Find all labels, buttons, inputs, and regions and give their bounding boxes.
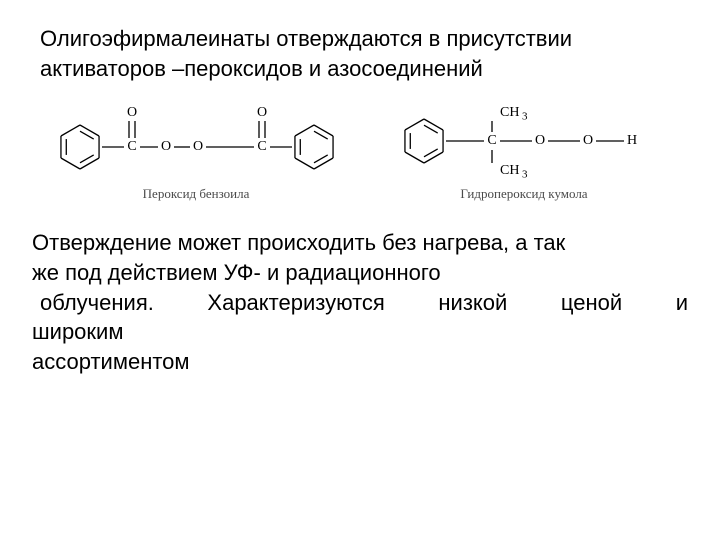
svg-text:O: O (257, 106, 267, 121)
bottom-line-2: же под действием УФ- и радиационного (32, 258, 688, 288)
bottom-line-3-word: Характеризуются (207, 288, 384, 318)
molecule-benzoyl-peroxide-svg: C O O O C O (36, 89, 356, 184)
svg-text:CH: CH (500, 106, 519, 121)
svg-text:3: 3 (522, 111, 528, 123)
svg-text:C: C (127, 140, 136, 155)
bottom-line-4: широким (32, 317, 688, 347)
svg-text:C: C (487, 134, 496, 149)
svg-text:C: C (257, 140, 266, 155)
bottom-line-3: облучения. Характеризуются низкой ценой и (32, 288, 688, 318)
molecule-cumene-hydroperoxide-caption: Гидропероксид кумола (460, 186, 587, 202)
svg-text:O: O (583, 134, 593, 149)
bottom-line-3-word: облучения. (40, 288, 154, 318)
molecule-benzoyl-peroxide-caption: Пероксид бензоила (143, 186, 250, 202)
svg-text:H: H (627, 134, 637, 149)
bottom-line-5: ассортиментом (32, 347, 688, 377)
molecule-cumene-hydroperoxide: CCH3CH3OOH Гидропероксид кумола (384, 89, 664, 202)
molecule-benzoyl-peroxide: C O O O C O Пероксид бензоила (36, 89, 356, 202)
svg-text:O: O (193, 140, 203, 155)
svg-text:CH: CH (500, 164, 519, 179)
bottom-line-1: Отверждение может происходить без нагрев… (32, 228, 688, 258)
top-line-2: активаторов –пероксидов и азосоединений (40, 56, 483, 81)
molecule-row: COOOCO Пероксид бензоила CCH3CH3OOH Гидр… (32, 89, 688, 202)
top-line-1: Олигоэфирмалеинаты отверждаются в присут… (40, 26, 572, 51)
svg-text:O: O (127, 106, 137, 121)
svg-text:O: O (161, 140, 171, 155)
bottom-line-3-word: низкой (438, 288, 507, 318)
svg-text:3: 3 (522, 169, 528, 181)
bottom-line-3-word: ценой (561, 288, 622, 318)
molecule-cumene-hydroperoxide-svg: CCH3CH3OOH (384, 89, 664, 184)
paragraph-bottom: Отверждение может происходить без нагрев… (32, 228, 688, 376)
slide: Олигоэфирмалеинаты отверждаются в присут… (0, 0, 720, 540)
paragraph-top: Олигоэфирмалеинаты отверждаются в присут… (40, 24, 648, 83)
svg-text:O: O (535, 134, 545, 149)
bottom-line-3-word: и (676, 288, 688, 318)
